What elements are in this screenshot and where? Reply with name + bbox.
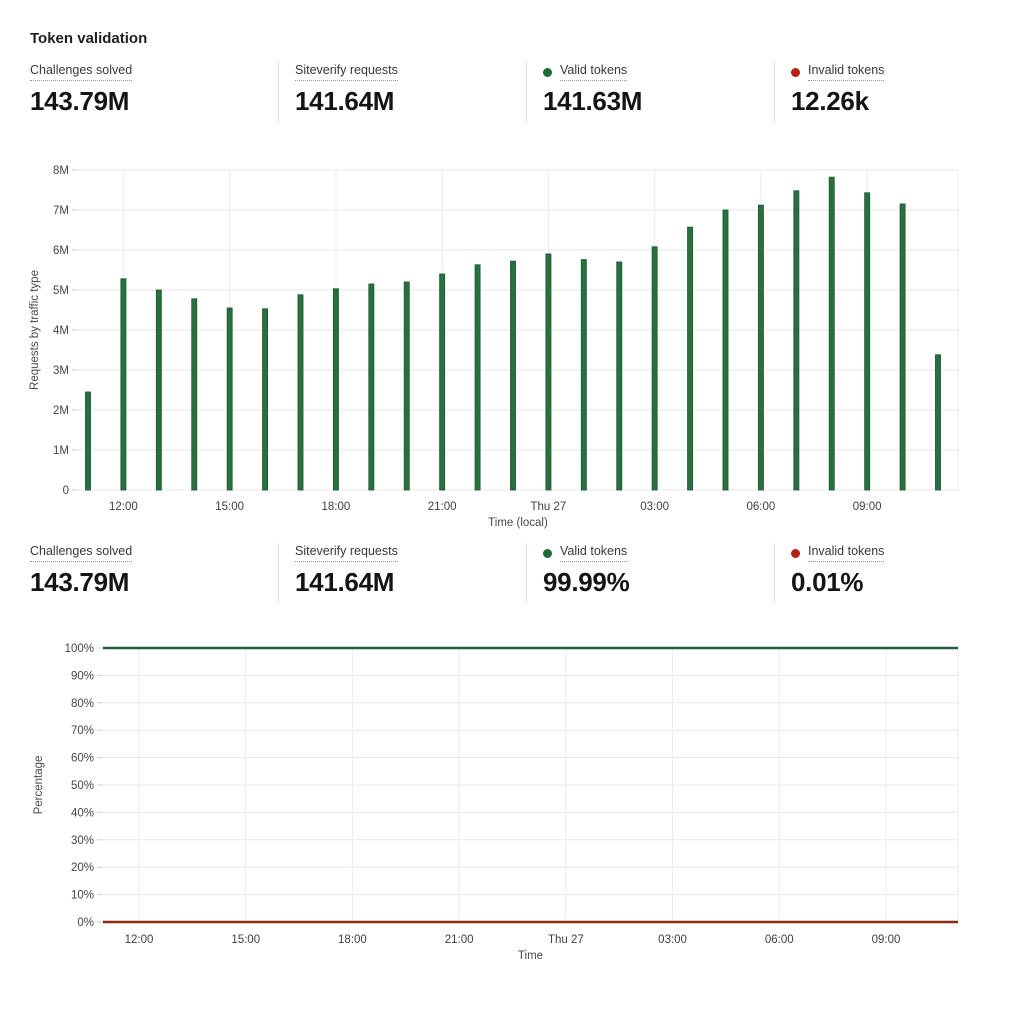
stat-card-invalid-tokens: Invalid tokens 12.26k bbox=[774, 62, 1019, 122]
invalid-tokens-dot-icon bbox=[791, 67, 800, 77]
stat-label[interactable]: Invalid tokens bbox=[808, 63, 885, 81]
x-tick-label: 18:00 bbox=[338, 934, 367, 946]
stat-card-challenges-solved: Challenges solved 143.79M bbox=[30, 62, 278, 122]
x-tick-label: 03:00 bbox=[640, 501, 669, 513]
y-tick-label: 40% bbox=[71, 807, 94, 819]
x-tick-label: Thu 27 bbox=[531, 501, 567, 513]
y-tick-label: 8M bbox=[53, 165, 69, 177]
y-tick-label: 0 bbox=[63, 485, 69, 497]
bar-17:00[interactable] bbox=[297, 294, 304, 491]
bar-04:00[interactable] bbox=[687, 226, 694, 491]
stats-row-top: Challenges solved 143.79M Siteverify req… bbox=[30, 62, 1019, 122]
stat-card-valid-tokens: Valid tokens 141.63M bbox=[526, 62, 774, 122]
y-tick-label: 50% bbox=[71, 780, 94, 792]
stat-value: 143.79M bbox=[30, 567, 130, 597]
stat-value: 0.01% bbox=[791, 567, 864, 597]
stat-value: 141.64M bbox=[295, 567, 395, 597]
y-tick-label: 0% bbox=[77, 917, 94, 929]
stat-card-invalid-tokens: Invalid tokens 0.01% bbox=[774, 543, 1019, 603]
y-tick-label: 6M bbox=[53, 245, 69, 257]
invalid-tokens-dot-icon bbox=[791, 548, 800, 558]
bar-05:00[interactable] bbox=[722, 209, 729, 491]
bar-22:00[interactable] bbox=[474, 264, 481, 491]
stats-row-bottom: Challenges solved 143.79M Siteverify req… bbox=[30, 543, 1019, 603]
x-tick-label: 12:00 bbox=[109, 501, 138, 513]
y-tick-label: 70% bbox=[71, 725, 94, 737]
x-tick-label: 21:00 bbox=[445, 934, 474, 946]
bar-20:00[interactable] bbox=[403, 281, 410, 491]
x-tick-label: 18:00 bbox=[322, 501, 351, 513]
y-axis-title: Percentage bbox=[33, 756, 45, 815]
stat-label[interactable]: Valid tokens bbox=[560, 63, 628, 81]
bar-16:00[interactable] bbox=[262, 308, 269, 491]
x-tick-label: 06:00 bbox=[747, 501, 776, 513]
stat-label[interactable]: Challenges solved bbox=[30, 544, 133, 562]
bar-13:00[interactable] bbox=[155, 289, 162, 491]
y-tick-label: 10% bbox=[71, 890, 94, 902]
stat-label[interactable]: Invalid tokens bbox=[808, 544, 885, 562]
bar-15:00[interactable] bbox=[226, 307, 233, 491]
bar-08:00[interactable] bbox=[828, 176, 835, 491]
x-tick-label: 06:00 bbox=[765, 934, 794, 946]
x-tick-label: 03:00 bbox=[658, 934, 687, 946]
requests-by-traffic-type-bar-chart: 0 1M 2M 3M 4M 5M 6M 7M 8M 12:00 15:00 18:00 21:00 Thu… bbox=[29, 165, 959, 529]
bar-18:00[interactable] bbox=[332, 288, 339, 491]
bar-01:00[interactable] bbox=[580, 259, 587, 491]
stat-value: 143.79M bbox=[30, 86, 130, 116]
stat-value: 141.64M bbox=[295, 86, 395, 116]
y-tick-label: 5M bbox=[53, 285, 69, 297]
x-tick-label: 15:00 bbox=[231, 934, 260, 946]
stat-value: 99.99% bbox=[543, 567, 630, 597]
valid-tokens-dot-icon bbox=[543, 548, 552, 558]
stat-card-siteverify-requests: Siteverify requests 141.64M bbox=[278, 543, 526, 603]
valid-tokens-dot-icon bbox=[543, 67, 552, 77]
bar-10:00[interactable] bbox=[899, 203, 906, 491]
y-tick-label: 2M bbox=[53, 405, 69, 417]
y-tick-label: 100% bbox=[65, 643, 94, 655]
x-tick-label: 09:00 bbox=[872, 934, 901, 946]
stat-card-valid-tokens: Valid tokens 99.99% bbox=[526, 543, 774, 603]
stat-label[interactable]: Siteverify requests bbox=[295, 544, 398, 562]
y-tick-label: 3M bbox=[53, 365, 69, 377]
stat-label[interactable]: Siteverify requests bbox=[295, 63, 398, 81]
bar-Thu 27[interactable] bbox=[545, 253, 552, 491]
x-axis-title: Time bbox=[518, 950, 543, 962]
x-tick-label: Thu 27 bbox=[548, 934, 584, 946]
bar-06:00[interactable] bbox=[757, 204, 764, 491]
x-tick-label: 15:00 bbox=[215, 501, 244, 513]
page-title: Token validation bbox=[30, 30, 148, 47]
y-tick-label: 20% bbox=[71, 862, 94, 874]
bar-14:00[interactable] bbox=[191, 298, 198, 491]
stat-card-challenges-solved: Challenges solved 143.79M bbox=[30, 543, 278, 603]
x-tick-label: 21:00 bbox=[428, 501, 457, 513]
bar-19:00[interactable] bbox=[368, 283, 375, 491]
y-tick-label: 80% bbox=[71, 698, 94, 710]
y-tick-label: 7M bbox=[53, 205, 69, 217]
stat-label[interactable]: Valid tokens bbox=[560, 544, 628, 562]
y-tick-label: 90% bbox=[71, 670, 94, 682]
bar-03:00[interactable] bbox=[651, 246, 658, 491]
y-tick-label: 4M bbox=[53, 325, 69, 337]
bar-02:00[interactable] bbox=[616, 261, 623, 491]
stat-value: 12.26k bbox=[791, 86, 869, 116]
bar-23:00[interactable] bbox=[510, 260, 516, 491]
token-percentage-line-chart: 0% 10% 20% 30% 40% 50% 60% 70% 80% 90% 100% 12:00 15… bbox=[33, 643, 959, 962]
x-tick-label: 09:00 bbox=[853, 501, 882, 513]
stat-card-siteverify-requests: Siteverify requests 141.64M bbox=[278, 62, 526, 122]
bar-12:00[interactable] bbox=[120, 278, 127, 491]
y-tick-label: 1M bbox=[53, 445, 69, 457]
y-tick-label: 30% bbox=[71, 835, 94, 847]
x-axis-title: Time (local) bbox=[488, 517, 548, 529]
y-axis-title: Requests by traffic type bbox=[29, 270, 41, 390]
bar-11:00[interactable] bbox=[935, 354, 941, 491]
bar-07:00[interactable] bbox=[793, 190, 800, 491]
x-tick-label: 12:00 bbox=[125, 934, 154, 946]
bar-11:00[interactable] bbox=[85, 391, 91, 491]
stat-label[interactable]: Challenges solved bbox=[30, 63, 133, 81]
stat-value: 141.63M bbox=[543, 86, 643, 116]
y-tick-label: 60% bbox=[71, 753, 94, 765]
bar-09:00[interactable] bbox=[864, 192, 871, 491]
bar-21:00[interactable] bbox=[439, 273, 446, 491]
